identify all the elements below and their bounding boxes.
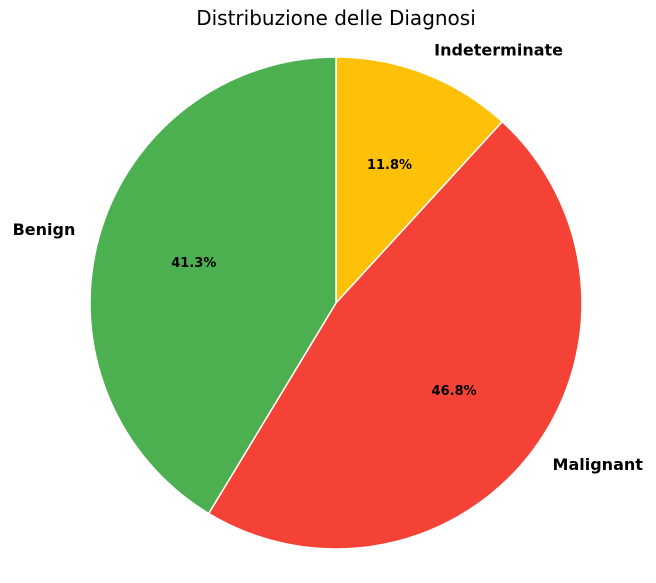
slice-label-malignant: Malignant — [553, 455, 644, 474]
slice-label-indeterminate: Indeterminate — [434, 40, 563, 59]
pie-slices — [89, 56, 583, 550]
slice-label-benign: Benign — [13, 220, 76, 239]
pie-slice-indeterminate — [335, 56, 504, 304]
chart-title: Distribuzione delle Diagnosi — [196, 6, 476, 30]
pie-slice-malignant — [207, 120, 583, 550]
slice-percent-malignant: 46.8% — [432, 384, 477, 399]
slice-percent-benign: 41.3% — [171, 256, 216, 271]
pie-labels: Indeterminate 11.8% Malignant 46.8% Benign 41… — [13, 40, 644, 473]
slice-percent-indeterminate: 11.8% — [367, 158, 412, 173]
pie-slice-benign — [89, 56, 337, 515]
